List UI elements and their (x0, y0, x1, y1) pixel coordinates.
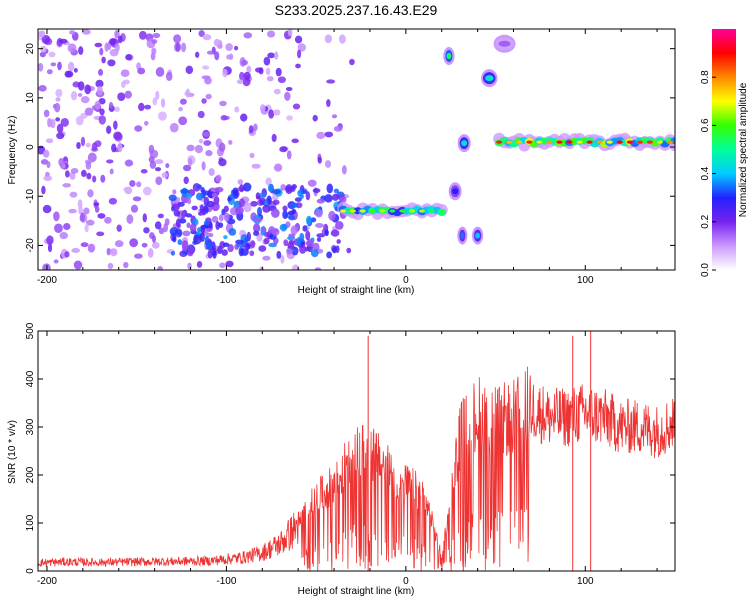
snr-panel: -200 -100 0 100 0 100 200 300 400 500 Height of s… (7, 322, 676, 597)
spectrogram-heatmap (38, 29, 675, 270)
snr-ytick-label: 200 (25, 466, 36, 483)
spectrogram-ytick-label: -10 (25, 189, 36, 204)
snr-xtick-label: 100 (577, 576, 594, 587)
snr-line (38, 366, 675, 571)
colorbar-tick-label: 0.6 (700, 118, 711, 132)
spectrogram-xtick-label: 0 (403, 275, 409, 286)
colorbar: 0.0 0.2 0.4 0.6 0.8 Normalized spectral ampl… (700, 29, 749, 277)
spectrogram-ytick-label: 0 (25, 144, 36, 150)
snr-xtick-label: 0 (403, 576, 409, 587)
snr-xtick-label: -200 (37, 576, 57, 587)
snr-frame (37, 330, 676, 572)
snr-xtick-label: -100 (216, 576, 236, 587)
spectrogram-xtick-label: -200 (37, 275, 57, 286)
spectrogram-ytick-label: 10 (25, 92, 36, 104)
colorbar-tick-label: 0.0 (700, 263, 711, 277)
spectrogram-xtick-label: -100 (216, 275, 236, 286)
snr-ytick-label: 0 (25, 568, 36, 574)
colorbar-gradient (712, 29, 736, 270)
colorbar-tick-label: 0.8 (700, 70, 711, 84)
snr-ytick-label: 500 (25, 322, 36, 339)
colorbar-tick-label: 0.4 (700, 166, 711, 180)
snr-ytick-label: 100 (25, 514, 36, 531)
snr-xlabel: Height of straight line (km) (298, 586, 415, 597)
snr-ylabel: SNR (10 * v/v) (7, 420, 18, 484)
snr-ticks: -200 -100 0 100 0 100 200 300 400 500 (25, 322, 675, 587)
snr-ytick-label: 300 (25, 418, 36, 435)
spectrogram-ytick-label: 20 (25, 43, 36, 55)
spectrogram-xlabel: Height of straight line (km) (298, 285, 415, 296)
spectrogram-ylabel: Frequency (Hz) (7, 116, 18, 185)
colorbar-ticks: 0.0 0.2 0.4 0.6 0.8 (700, 70, 716, 277)
spectrogram-frame (37, 28, 676, 271)
spectrogram-ytick-label: -20 (25, 238, 36, 253)
figure-title: S233.2025.237.16.43.E29 (275, 2, 438, 18)
colorbar-label: Normalized spectral amplitude (738, 82, 749, 217)
spectrogram-plot-area (38, 29, 675, 270)
snr-series (38, 331, 675, 571)
colorbar-tick-label: 0.2 (700, 214, 711, 228)
snr-ytick-label: 400 (25, 370, 36, 387)
spectrogram-xtick-label: 100 (577, 275, 594, 286)
